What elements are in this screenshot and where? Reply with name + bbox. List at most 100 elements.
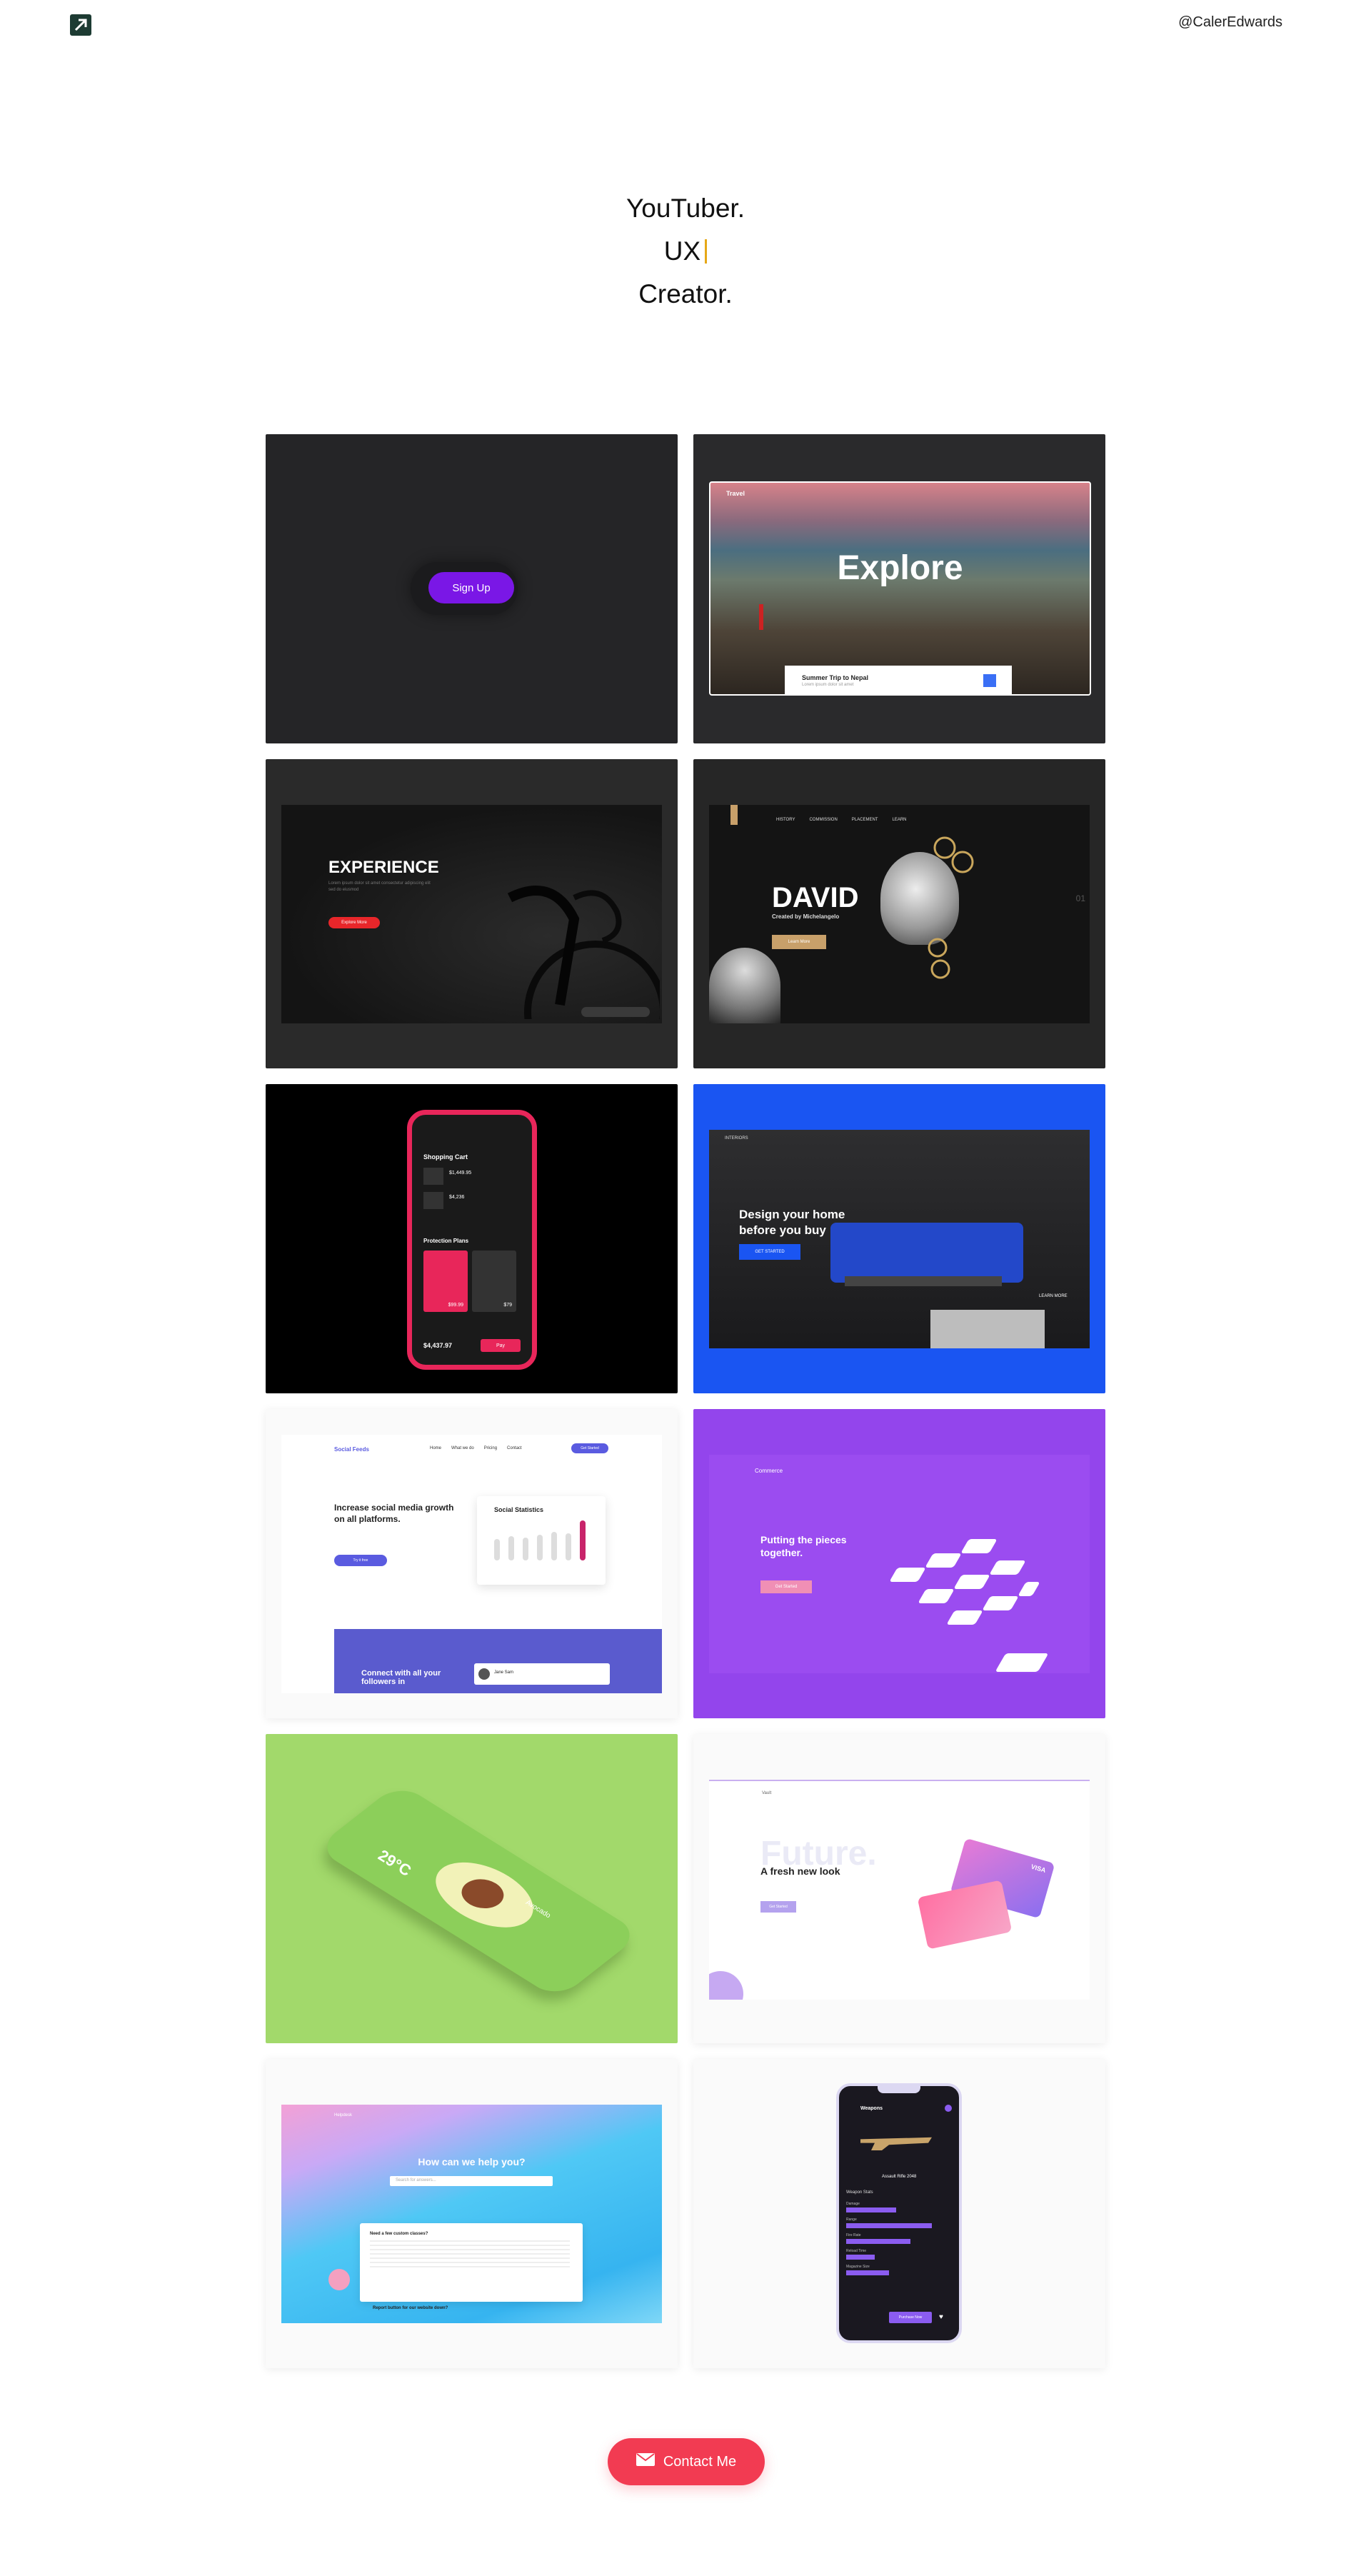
faq-question-1[interactable]: Need a few custom classes? [370, 2232, 428, 2236]
experience-mockup: EXPERIENCE Lorem ipsum dolor sit amet co… [281, 805, 662, 1023]
social-title: Increase social media growth on all plat… [334, 1503, 454, 1524]
rifle-image [860, 2137, 932, 2150]
card-david[interactable]: HISTORY COMMISSION PLACEMENT LEARN DAVID… [693, 759, 1105, 1068]
logo-icon[interactable] [70, 14, 91, 36]
deco-bubble [328, 2269, 350, 2290]
faq-answer [370, 2240, 570, 2269]
trip-go-button[interactable] [983, 674, 996, 687]
weapon-name: Assault Rifle 2048 [882, 2175, 917, 2179]
tile [982, 1596, 1019, 1610]
social-nav-what[interactable]: What we do [451, 1446, 474, 1450]
card-avocado-phone[interactable]: 29°C Avocado [266, 1734, 678, 2043]
contact-me-label: Contact Me [663, 2453, 737, 2470]
plan1-price: $99.99 [448, 1303, 463, 1308]
social-stats-card: Social Statistics [477, 1496, 606, 1585]
signup-button[interactable]: Sign Up [428, 572, 514, 603]
cart-item1-thumb [423, 1168, 443, 1185]
stat-firerate-bar [846, 2239, 910, 2244]
tile [989, 1560, 1026, 1575]
future-mockup: Vault Future. A fresh new look Get Start… [709, 1780, 1090, 2000]
hero-line-ux: UX [0, 230, 1371, 273]
card-future-cards[interactable]: Vault Future. A fresh new look Get Start… [693, 1734, 1105, 2043]
social-band: Connect with all your followers in Jane … [334, 1629, 662, 1693]
menu-icon[interactable] [945, 2105, 952, 2112]
card-explore-travel[interactable]: Travel Explore Summer Trip to Nepal Lore… [693, 434, 1105, 743]
david-title: DAVID [772, 882, 859, 913]
cart-total: $4,437.97 [423, 1342, 453, 1349]
social-mockup: Social Feeds Home What we do Pricing Con… [281, 1435, 662, 1693]
blue-sofa [830, 1223, 1023, 1283]
commerce-cta[interactable]: Get Started [760, 1580, 812, 1593]
hero-headline: YouTuber. UX Creator. [0, 187, 1371, 316]
david-nav-learn[interactable]: LEARN [892, 818, 907, 822]
stat-reload-bar [846, 2255, 875, 2260]
pay-button[interactable]: Pay [481, 1339, 521, 1352]
card-social-feeds[interactable]: Social Feeds Home What we do Pricing Con… [266, 1409, 678, 1718]
help-search-placeholder: Search for answers... [396, 2178, 436, 2182]
card-weapons[interactable]: Weapons Assault Rifle 2048 Weapon Stats … [693, 2059, 1105, 2368]
stat-damage-label: Damage [846, 2202, 860, 2206]
purchase-button[interactable]: Purchase Now [889, 2312, 932, 2323]
david-nav-placement[interactable]: PLACEMENT [851, 818, 878, 822]
future-cta[interactable]: Get Started [760, 1901, 796, 1913]
tile [918, 1589, 955, 1603]
help-faq-card: Need a few custom classes? [360, 2223, 583, 2302]
phone-3d [315, 1783, 642, 2000]
social-connect: Connect with all your followers in [361, 1669, 441, 1686]
help-brand: Helpdesk [334, 2113, 353, 2118]
social-nav: Home What we do Pricing Contact [430, 1446, 522, 1450]
help-mockup: Helpdesk How can we help you? Search for… [281, 2105, 662, 2323]
stat-reload-label: Reload Time [846, 2249, 867, 2253]
weapon-stats-title: Weapon Stats [846, 2190, 873, 2195]
experience-cta[interactable]: Explore More [328, 917, 380, 928]
weapons-phone: Weapons Assault Rifle 2048 Weapon Stats … [836, 2083, 962, 2343]
home-brand: INTERIORS [725, 1136, 748, 1141]
david-marker [730, 805, 738, 825]
tile [925, 1553, 962, 1568]
david-cta[interactable]: Learn More [772, 935, 826, 949]
david-number: 01 [1075, 893, 1085, 903]
social-nav-home[interactable]: Home [430, 1446, 442, 1450]
weapons-title: Weapons [860, 2106, 883, 2111]
explore-trip-card[interactable]: Summer Trip to Nepal Lorem ipsum dolor s… [785, 666, 1012, 694]
explore-hiker [759, 604, 763, 630]
heart-icon[interactable]: ♥ [939, 2313, 943, 2321]
stat-firerate-label: Fire Rate [846, 2233, 861, 2237]
card-helpdesk[interactable]: Helpdesk How can we help you? Search for… [266, 2059, 678, 2368]
plan2-price: $79 [503, 1303, 512, 1308]
david-nav-history[interactable]: HISTORY [776, 818, 795, 822]
card-commerce[interactable]: Commerce Putting the pieces together. Ge… [693, 1409, 1105, 1718]
social-try[interactable]: Try it free [334, 1555, 387, 1566]
card-design-home[interactable]: INTERIORS Design your home before you bu… [693, 1084, 1105, 1393]
stat-bar [494, 1539, 500, 1560]
phone-frame: Shopping Cart $1,449.95 $4,236 Protectio… [407, 1110, 537, 1370]
experience-sub: Lorem ipsum dolor sit amet consectetur a… [328, 881, 431, 892]
stat-bar [566, 1533, 571, 1560]
plan-card-1[interactable]: $99.99 [423, 1251, 468, 1312]
home-title: Design your home before you buy [739, 1208, 845, 1237]
home-cta[interactable]: GET STARTED [739, 1244, 800, 1260]
commerce-mockup: Commerce Putting the pieces together. Ge… [709, 1455, 1090, 1673]
david-nav-commission[interactable]: COMMISSION [809, 818, 838, 822]
stat-mag-bar [846, 2270, 889, 2275]
explore-title: Explore [837, 549, 963, 587]
experience-badge [581, 1007, 650, 1017]
plan-card-2[interactable]: $79 [472, 1251, 516, 1312]
stat-bar [523, 1538, 528, 1560]
experience-title: EXPERIENCE [328, 858, 439, 877]
card-signup-button[interactable]: Sign Up [266, 434, 678, 743]
card-shopping-cart[interactable]: Shopping Cart $1,449.95 $4,236 Protectio… [266, 1084, 678, 1393]
twitter-handle-link[interactable]: @CalerEdwards [1178, 14, 1282, 30]
social-cta[interactable]: Get Started [571, 1443, 608, 1453]
contact-me-button[interactable]: Contact Me [608, 2438, 765, 2485]
gold-rings [928, 836, 974, 979]
stat-bar [508, 1536, 514, 1560]
stat-bar [537, 1535, 543, 1560]
social-nav-pricing[interactable]: Pricing [483, 1446, 498, 1450]
social-nav-contact[interactable]: Contact [507, 1446, 522, 1450]
faq-question-2[interactable]: Report button for our website down? [373, 2306, 448, 2310]
avatar [478, 1668, 490, 1680]
card-experience-bike[interactable]: EXPERIENCE Lorem ipsum dolor sit amet co… [266, 759, 678, 1068]
home-learn[interactable]: LEARN MORE [1039, 1294, 1068, 1298]
help-search-input[interactable]: Search for answers... [390, 2176, 553, 2186]
